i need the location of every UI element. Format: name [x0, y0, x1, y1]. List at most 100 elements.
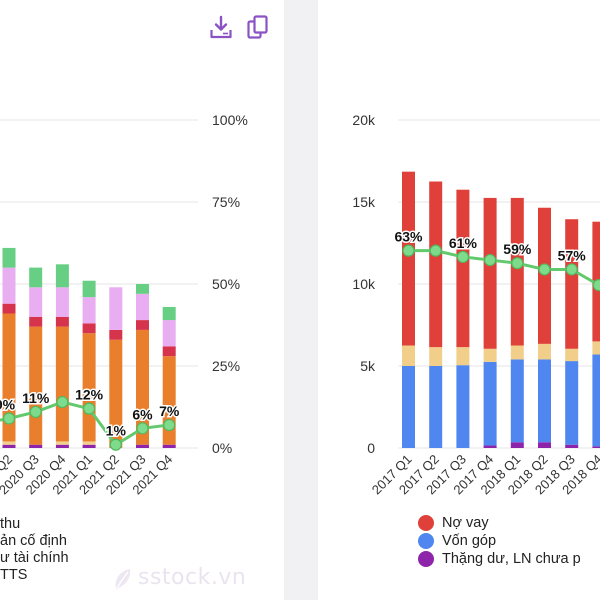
line-point — [136, 422, 149, 435]
bar-segment — [510, 359, 524, 443]
line-point — [163, 418, 176, 432]
bar-segment — [510, 197, 524, 346]
data-label: 6% — [132, 406, 153, 422]
bar-segment — [29, 326, 43, 445]
legend-label: thu — [0, 516, 21, 532]
y-tick-label: 15k — [352, 194, 376, 210]
bar-segment — [483, 348, 497, 362]
bar-segment — [565, 361, 579, 445]
bar-segment — [136, 284, 149, 294]
bar-segment — [2, 441, 16, 445]
download-icon[interactable] — [208, 14, 234, 42]
bar-segment — [429, 181, 443, 348]
y-tick-label: 25% — [212, 358, 240, 374]
bar-segment — [592, 354, 600, 447]
bar-segment — [592, 446, 600, 448]
line-point — [484, 253, 497, 267]
data-label: 59% — [503, 241, 532, 257]
bar-segment — [483, 197, 497, 349]
legend-label: Vốn góp — [442, 533, 497, 549]
line-point — [511, 257, 524, 270]
line-point — [82, 402, 96, 415]
y-tick-label: 20k — [352, 112, 376, 128]
bar-segment — [565, 348, 579, 362]
bar-segment — [456, 189, 470, 348]
legend-label: ản cố định — [0, 533, 67, 549]
data-label: 7% — [159, 403, 180, 419]
y-tick-label: 50% — [212, 276, 240, 292]
right-legend: Nợ vay Vốn góp Thặng dư, LN chưa p — [418, 514, 600, 572]
bar-segment — [2, 267, 16, 304]
bar-segment — [29, 316, 43, 327]
line-point — [538, 263, 551, 276]
data-label: 61% — [449, 235, 478, 251]
line-point — [29, 405, 42, 419]
data-label: 11% — [22, 390, 50, 406]
bar-segment — [162, 356, 176, 445]
bar-segment — [483, 445, 497, 448]
bar-segment — [29, 444, 43, 448]
bar-segment — [2, 313, 16, 442]
bar-segment — [55, 287, 69, 317]
left-chart-card: 100% 75% 50% 25% 0% Q2 2020 Q3 2020 Q4 2021 Q1 20… — [0, 0, 284, 600]
bar-segment — [162, 444, 176, 448]
bar-segment — [55, 326, 69, 442]
y-tick-label: 10k — [352, 276, 376, 292]
bar-segment — [538, 359, 551, 443]
y-tick-label: 75% — [212, 194, 240, 210]
bar-segment — [592, 341, 600, 355]
bar-segment — [136, 293, 149, 321]
y-tick-label: 5k — [360, 358, 376, 374]
data-label: 12% — [75, 387, 104, 403]
bar-segment — [82, 441, 96, 445]
bar-segment — [456, 365, 470, 448]
bar-segment — [538, 343, 551, 360]
bar-segment — [55, 316, 69, 327]
data-label: 9% — [0, 396, 16, 412]
bar-segment — [82, 297, 96, 324]
data-label: 1% — [106, 423, 127, 439]
bar-segment — [29, 267, 43, 288]
leaf-logo-icon — [115, 569, 131, 589]
bar-segment — [82, 444, 96, 448]
copy-icon[interactable] — [245, 14, 271, 42]
line-point — [429, 244, 442, 257]
line-point — [109, 438, 122, 451]
line-point — [592, 279, 600, 292]
bar-segment — [429, 347, 443, 366]
bar-segment — [55, 444, 69, 448]
legend-label: TTS — [0, 567, 28, 583]
bar-segment — [538, 442, 551, 448]
bar-segment — [538, 207, 551, 344]
line-point — [565, 263, 578, 276]
line-point — [456, 250, 469, 264]
bar-segment — [109, 339, 123, 448]
bar-segment — [483, 361, 497, 446]
bar-segment — [136, 444, 149, 448]
legend-swatch — [418, 515, 434, 531]
bar-segment — [510, 442, 524, 448]
bar-segment — [82, 323, 96, 334]
data-label: 57% — [558, 247, 587, 263]
data-label: 63% — [394, 229, 423, 245]
panel-gap — [284, 0, 318, 600]
y-tick-label: 0% — [212, 440, 232, 456]
legend-swatch — [418, 551, 434, 567]
bar-segment — [82, 280, 96, 298]
bar-segment — [29, 287, 43, 317]
bar-segment — [429, 366, 443, 448]
y-tick-label: 0 — [367, 440, 375, 456]
legend-label: Nợ vay — [442, 515, 489, 531]
legend-swatch — [418, 533, 434, 549]
bar-segment — [2, 247, 16, 268]
bar-segment — [136, 320, 149, 330]
bar-segment — [402, 345, 415, 366]
bar-segment — [136, 329, 149, 445]
left-legend: thu ản cố định ư tài chính TTS — [0, 515, 284, 587]
bar-segment — [456, 347, 470, 366]
legend-label: ư tài chính — [0, 550, 69, 566]
line-point — [56, 395, 69, 409]
watermark-text: sstock.vn — [138, 565, 247, 590]
